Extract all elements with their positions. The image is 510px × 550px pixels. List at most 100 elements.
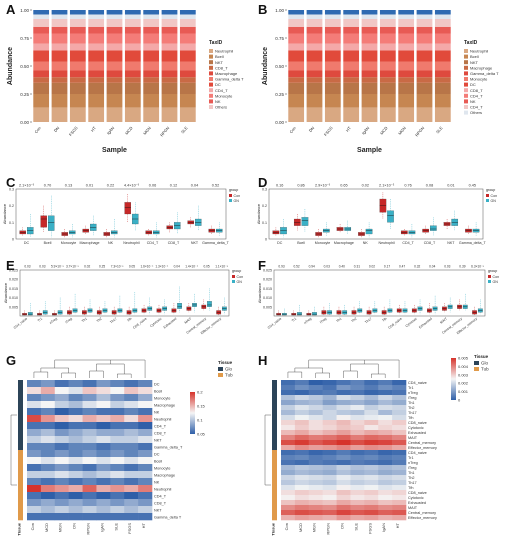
- h-heatmap-cell: [364, 390, 379, 396]
- h-heatmap-cell: [392, 485, 407, 491]
- h-heatmap-cell: [281, 405, 296, 411]
- g-heatmap-cell: [68, 506, 83, 514]
- b-bar-segment: [306, 61, 323, 71]
- a-bar-segment: [51, 50, 68, 62]
- h-heatmap-cell: [350, 475, 365, 481]
- c-box: [40, 215, 47, 228]
- h-heatmap-cell: [294, 465, 310, 471]
- a-bar-segment: [51, 26, 68, 34]
- b-bar-segment: [434, 10, 451, 15]
- h-heatmap-cell: [336, 475, 351, 481]
- a-bar-segment: [33, 70, 50, 78]
- h-row-label: CD8_naive: [408, 491, 427, 495]
- h-heatmap-cell: [350, 515, 365, 521]
- g-heatmap-cell: [27, 422, 42, 430]
- b-legend-swatch: [464, 88, 468, 93]
- a-bar-segment: [161, 10, 178, 15]
- h-heatmap-cell: [322, 385, 337, 391]
- h-heatmap-cell: [322, 450, 337, 456]
- g-tissue-legend-swatch: [218, 373, 223, 377]
- a-bar-segment: [161, 61, 178, 71]
- h-heatmap-cell: [281, 435, 296, 441]
- h-tissue-legend-label: Tub: [481, 367, 489, 372]
- h-heatmap-cell: [364, 455, 379, 461]
- h-heatmap-cell: [281, 500, 296, 506]
- b-bar-segment: [379, 10, 396, 15]
- h-heatmap-cell: [336, 485, 351, 491]
- h-tissue-bar: [272, 415, 277, 421]
- h-tissue-bar: [272, 505, 277, 511]
- e-x-tick: nTreg: [49, 317, 58, 325]
- h-heatmap-cell: [308, 435, 323, 441]
- h-heatmap-cell: [322, 380, 337, 386]
- panel-letter-e: E: [6, 258, 15, 273]
- b-bar-segment: [416, 61, 433, 71]
- g-tissue-bar: [18, 401, 23, 409]
- f-x-tick: Exhausted: [418, 317, 433, 330]
- g-heatmap-cell: [96, 415, 111, 423]
- c-x-tick: Bcell: [44, 241, 52, 245]
- h-heatmap-cell: [294, 445, 310, 451]
- h-tissue-bar: [272, 470, 277, 476]
- box-plot-c: 0.3 0.2 0.1 0 Abundance 2.1×10⁻³ DC 0.70 Bcell 0.…: [2, 184, 240, 246]
- b-bar-segment: [416, 33, 433, 44]
- d-legend-swatch: [486, 199, 489, 202]
- h-color-legend-label: 0.005: [458, 356, 469, 361]
- h-row-label: MAIT: [408, 506, 418, 510]
- g-heatmap-cell: [110, 457, 125, 465]
- d-x-tick: CD8_T: [424, 241, 436, 245]
- h-heatmap-cell: [350, 480, 365, 486]
- b-bar-segment: [324, 94, 341, 108]
- g-heatmap-cell: [138, 401, 153, 409]
- h-heatmap-cell: [322, 395, 337, 401]
- b-bar-segment: [434, 61, 451, 71]
- g-heatmap-cell: [68, 499, 83, 507]
- f-y-tick: 0.005: [263, 305, 272, 309]
- e-pvalue: 0.03: [24, 265, 30, 269]
- a-bar-segment: [161, 94, 178, 108]
- a-bar-segment: [33, 26, 50, 34]
- h-heatmap-cell: [364, 485, 379, 491]
- b-bar-segment: [306, 14, 323, 19]
- e-pvalue: 0.05: [203, 265, 209, 269]
- g-heatmap-cell: [110, 394, 125, 402]
- a-bar-segment: [33, 107, 50, 122]
- g-heatmap-cell: [40, 457, 56, 465]
- g-heatmap-cell: [96, 471, 111, 479]
- g-row-label: Neutrophil: [154, 417, 171, 421]
- h-heatmap-cell: [281, 495, 296, 501]
- b-y-tick: 0.25: [275, 92, 284, 97]
- e-plot-frame: [19, 269, 230, 317]
- g-tissue-bar: [18, 394, 23, 402]
- g-heatmap-cell: [27, 408, 42, 416]
- g-heatmap-cell: [96, 464, 111, 472]
- d-x-tick: NK: [363, 241, 369, 245]
- e-x-tick: Tr1: [37, 317, 43, 323]
- g-heatmap-cell: [68, 478, 83, 486]
- g-heatmap-cell: [96, 450, 111, 458]
- g-heatmap-cell: [68, 443, 83, 451]
- b-bar-segment: [416, 94, 433, 108]
- a-legend-swatch: [209, 54, 213, 59]
- f-pvalue: 0.52: [293, 265, 299, 269]
- h-row-label: nTreg: [408, 391, 418, 395]
- h-heatmap-cell: [336, 480, 351, 486]
- a-bar-segment: [51, 82, 68, 94]
- g-heatmap-cell: [27, 499, 42, 507]
- a-legend-swatch: [209, 99, 213, 104]
- g-heatmap-cell: [27, 485, 42, 493]
- g-row-label: CD4_T: [154, 424, 167, 428]
- g-heatmap-cell: [82, 380, 97, 388]
- a-y-tick: 0.00: [20, 120, 29, 125]
- g-row-label: NKT: [154, 438, 162, 442]
- h-heatmap-cell: [294, 510, 310, 516]
- e-box: [27, 312, 33, 316]
- g-heatmap-cell: [54, 408, 69, 416]
- d-pvalue: 0.65: [340, 184, 347, 188]
- h-heatmap-cell: [322, 405, 337, 411]
- a-legend-swatch: [209, 65, 213, 70]
- h-dendrogram-branch: [294, 367, 323, 373]
- f-x-tick: Th17: [364, 317, 373, 325]
- b-y-tick: 0.00: [275, 120, 284, 125]
- h-heatmap-cell: [392, 435, 407, 441]
